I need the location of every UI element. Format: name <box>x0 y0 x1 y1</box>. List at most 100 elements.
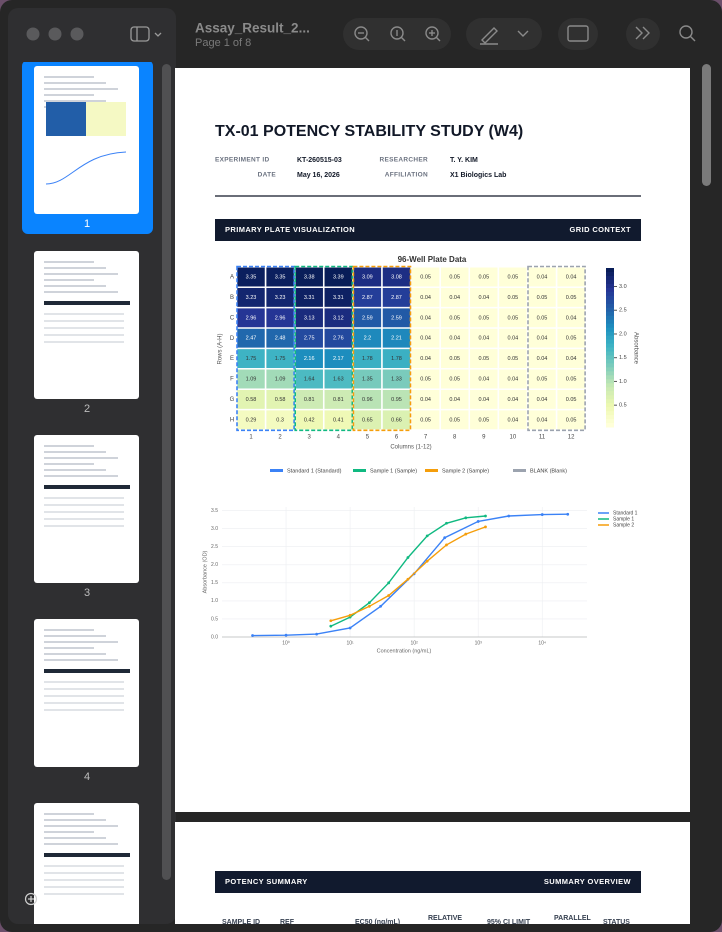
well-value: 2.96 <box>246 315 257 321</box>
legend-label: Sample 2 <box>613 522 634 528</box>
well-value: 0.04 <box>420 295 431 301</box>
thumbnail-line <box>44 831 94 833</box>
zoom-button[interactable] <box>70 27 84 41</box>
meta-label: AFFILIATION <box>385 172 428 179</box>
well-value: 0.81 <box>304 397 315 403</box>
thumbnail-label: 2 <box>84 403 90 415</box>
curve-point <box>566 512 570 516</box>
scroll-thumb[interactable] <box>702 64 711 186</box>
page-1 <box>175 68 690 812</box>
add-button[interactable] <box>24 892 38 906</box>
thumbnail-line <box>44 451 106 453</box>
legend-label: Sample 2 (Sample) <box>442 468 489 474</box>
thumbnail-line <box>44 659 118 661</box>
well-value: 2.76 <box>333 336 344 342</box>
colorbar-segment <box>606 327 614 333</box>
search-button[interactable] <box>679 25 696 42</box>
colorbar-segment <box>606 375 614 380</box>
colorbar-segment <box>606 387 614 392</box>
well-value: 2.16 <box>304 356 315 362</box>
curve-point <box>406 556 410 559</box>
curve-point <box>367 601 371 605</box>
well-value: 1.64 <box>304 376 315 382</box>
colorbar-segment <box>606 335 614 341</box>
table-header: EC50 (ng/mL) <box>355 919 400 926</box>
curve-point <box>348 626 352 630</box>
thumbnail-plot <box>46 102 86 136</box>
curve-point <box>507 514 511 518</box>
group-outline <box>352 265 412 432</box>
sidebar-scrollbar <box>162 64 171 880</box>
zoom-in[interactable] <box>425 26 441 42</box>
sidebar-toggle[interactable] <box>130 26 162 42</box>
column-label: 4 <box>337 435 341 441</box>
x-tick-label: 10² <box>411 640 419 646</box>
page-thumbnail[interactable] <box>34 619 139 767</box>
well-value: 0.04 <box>537 274 548 280</box>
colorbar-segment <box>606 359 614 364</box>
well-value: 0.05 <box>537 295 548 301</box>
thumbnail-line <box>44 641 118 643</box>
thumbnail-bar <box>44 669 130 673</box>
well-value: 0.04 <box>537 356 548 362</box>
curve-xlabel: Concentration (ng/mL) <box>377 648 432 654</box>
well-cell <box>469 307 499 328</box>
well-value: 2.75 <box>304 336 315 342</box>
meta-value: May 16, 2026 <box>297 172 340 179</box>
well-value: 2.2 <box>364 336 372 342</box>
meta-label: RESEARCHER <box>379 157 428 164</box>
curve-point <box>315 632 319 636</box>
colorbar-segment <box>606 271 614 277</box>
legend-swatch <box>513 469 526 472</box>
colorbar-segment <box>606 363 614 368</box>
more-button[interactable] <box>635 26 650 40</box>
page-thumbnail[interactable] <box>34 435 139 583</box>
heatmap-title: 96-Well Plate Data <box>398 255 467 264</box>
well-cell <box>265 389 295 410</box>
colorbar-segment <box>606 291 614 297</box>
thumbnail-bar <box>44 301 130 305</box>
thumbnail-line <box>44 653 106 655</box>
well-value: 3.23 <box>246 295 257 301</box>
well-value: 0.04 <box>508 376 519 382</box>
well-value: 0.05 <box>508 356 519 362</box>
minimize-button[interactable] <box>48 27 62 41</box>
thumbnail-line <box>44 825 118 827</box>
well-cell <box>265 348 295 369</box>
group-outline <box>294 265 354 432</box>
well-cell <box>527 369 557 389</box>
well-value: 0.05 <box>449 376 460 382</box>
zoom-out[interactable] <box>354 26 370 42</box>
close-button[interactable] <box>26 27 40 41</box>
well-value: 1.09 <box>275 376 286 382</box>
y-tick-label: 0.0 <box>211 634 218 640</box>
well-value: 0.04 <box>478 295 489 301</box>
zoom-fit[interactable] <box>390 26 406 42</box>
well-cell <box>382 348 411 369</box>
well-value: 0.05 <box>449 315 460 321</box>
thumbnail-line <box>44 320 124 322</box>
thumbnail-line <box>44 327 124 329</box>
well-value: 3.35 <box>246 274 257 280</box>
colorbar-segment <box>606 275 614 281</box>
page-thumbnail[interactable] <box>34 803 139 932</box>
colorbar-segment <box>606 423 614 428</box>
scroll-track <box>700 62 713 922</box>
thumbnail-label: 1 <box>84 218 90 230</box>
column-label: 2 <box>278 435 282 441</box>
markup-menu[interactable] <box>517 30 529 37</box>
markup-button[interactable] <box>480 27 498 45</box>
annotate-button[interactable] <box>567 25 589 42</box>
well-cell <box>469 389 499 410</box>
curve-point <box>540 513 544 516</box>
well-value: 0.05 <box>566 336 577 342</box>
well-cell <box>411 287 440 308</box>
well-value: 0.95 <box>391 397 402 403</box>
well-value: 0.04 <box>537 417 548 423</box>
curve-point <box>387 594 391 597</box>
page-thumbnail[interactable] <box>34 251 139 399</box>
well-value: 0.81 <box>333 397 344 403</box>
curve-point <box>476 520 480 523</box>
well-value: 0.05 <box>449 417 460 423</box>
thumbnail-curve <box>45 151 127 185</box>
